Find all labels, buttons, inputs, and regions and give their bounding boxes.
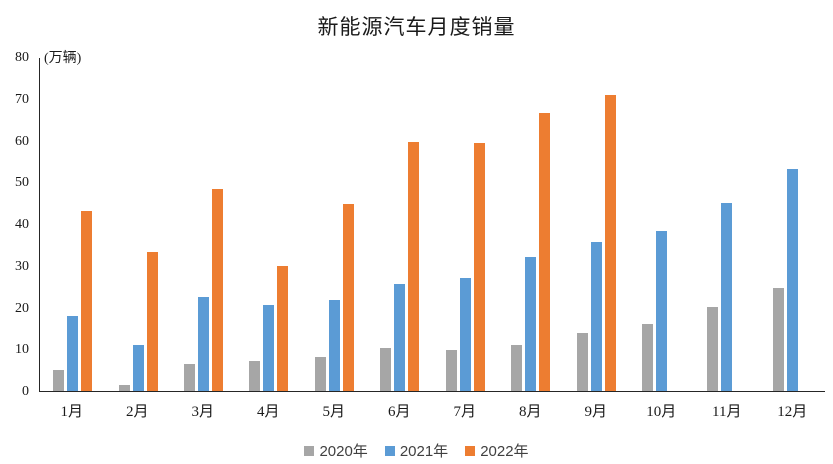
bar-2020-m8 — [511, 345, 523, 391]
y-tick-label-70: 70 — [15, 91, 29, 107]
x-tick-label-6: 6月 — [387, 404, 411, 420]
bar-2022-m5 — [342, 204, 354, 391]
x-tick-label-7: 7月 — [453, 404, 476, 420]
bar-2022-m1 — [81, 211, 93, 391]
bar-2021-m6 — [394, 284, 406, 391]
bar-group-6 — [367, 58, 432, 391]
bar-2020-m12 — [772, 288, 784, 391]
bar-group-12 — [760, 58, 825, 391]
bar-group-1 — [40, 58, 105, 391]
bar-2021-m12 — [786, 169, 798, 391]
legend-item-2021: 2021年 — [384, 440, 449, 461]
x-tick-label-10: 10月 — [646, 404, 677, 420]
legend-label: 2022年 — [480, 443, 529, 460]
bar-2022-m7 — [473, 143, 485, 391]
bar-2022-m9 — [604, 95, 616, 391]
bar-group-7 — [433, 58, 498, 391]
bar-2022-m4 — [277, 266, 289, 391]
bar-2020-m1 — [53, 370, 65, 391]
legend: 2020年 2021年 2022年 — [0, 440, 833, 461]
bar-group-4 — [236, 58, 301, 391]
legend-label: 2020年 — [319, 443, 368, 460]
x-tick-label-3: 3月 — [191, 404, 214, 420]
bar-2021-m4 — [263, 305, 275, 391]
bar-2021-m3 — [198, 297, 210, 391]
x-axis: 1月 2月 3月 4月 5月 6月 7月 8月 9月 10月 11月 12月 — [39, 400, 825, 421]
x-tick-label-9: 9月 — [584, 404, 607, 420]
bar-2022-m2 — [146, 252, 158, 391]
plot-area — [39, 58, 825, 392]
y-tick-label-10: 10 — [15, 342, 29, 358]
x-tick-label-2: 2月 — [125, 404, 149, 420]
y-axis-unit-label: (万辆) — [44, 51, 82, 66]
chart-title: 新能源汽车月度销量 — [317, 15, 516, 39]
bar-2020-m9 — [576, 333, 588, 391]
bar-2022-m3 — [212, 189, 224, 391]
bar-2020-m4 — [249, 361, 261, 391]
bar-2021-m1 — [67, 316, 79, 391]
x-tick-label-1: 1月 — [60, 404, 83, 420]
bar-2021-m7 — [459, 278, 471, 391]
y-tick-label-40: 40 — [15, 217, 29, 232]
bar-2022-m6 — [408, 142, 420, 391]
bar-2021-m5 — [328, 300, 340, 391]
bar-2021-m2 — [132, 345, 144, 391]
bar-2021-m9 — [590, 242, 602, 391]
legend-label: 2021年 — [399, 443, 449, 460]
bar-2020-m5 — [314, 357, 326, 391]
bar-2021-m10 — [656, 231, 667, 391]
x-tick-label-5: 5月 — [322, 404, 345, 420]
bar-2020-m3 — [184, 364, 196, 391]
legend-item-2022: 2022年 — [465, 440, 529, 461]
legend-swatch-icon — [384, 445, 395, 456]
bar-group-8 — [498, 58, 563, 391]
bar-2020-m10 — [642, 324, 653, 391]
x-tick-label-12: 12月 — [777, 404, 808, 420]
legend-item-2020: 2020年 — [304, 440, 368, 461]
bar-2020-m11 — [707, 307, 719, 391]
x-tick-label-4: 4月 — [256, 404, 280, 420]
y-tick-label-0: 0 — [22, 384, 29, 399]
x-tick-label-11: 11月 — [712, 404, 742, 420]
bar-group-3 — [171, 58, 236, 391]
y-tick-label-80: 80 — [15, 50, 29, 65]
bar-2020-m6 — [380, 348, 392, 391]
bar-2021-m11 — [721, 203, 733, 391]
bar-2020-m2 — [118, 385, 130, 391]
bar-group-11 — [694, 58, 759, 391]
bar-group-9 — [563, 58, 628, 391]
legend-swatch-icon — [465, 445, 476, 456]
bar-group-10 — [629, 58, 694, 391]
bar-2020-m7 — [445, 350, 457, 391]
bar-2022-m8 — [539, 113, 551, 391]
y-tick-label-50: 50 — [15, 175, 29, 191]
y-tick-label-60: 60 — [15, 133, 29, 149]
bar-group-2 — [105, 58, 170, 391]
x-tick-label-8: 8月 — [518, 404, 542, 420]
bar-2021-m8 — [525, 257, 537, 391]
y-axis: 0 10 20 30 40 50 60 70 80 — [0, 51, 29, 399]
y-tick-label-30: 30 — [15, 258, 29, 274]
bar-group-5 — [302, 58, 367, 391]
legend-swatch-icon — [304, 445, 315, 456]
y-tick-label-20: 20 — [15, 300, 29, 316]
